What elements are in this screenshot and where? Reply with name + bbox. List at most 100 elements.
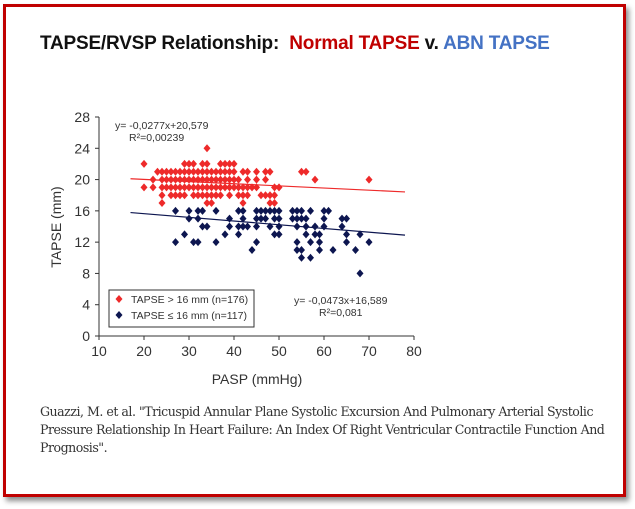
- navy-data-point: [316, 238, 323, 247]
- navy-data-point: [257, 214, 265, 223]
- x-tick-label: 70: [361, 343, 377, 359]
- red-data-point: [235, 191, 242, 200]
- red-data-point: [239, 199, 247, 208]
- x-tick-label: 20: [136, 343, 152, 359]
- red-data-point: [253, 167, 260, 176]
- red-data-point: [235, 183, 242, 192]
- navy-data-point: [194, 238, 202, 247]
- red-data-point: [226, 167, 233, 176]
- slide-title: TAPSE/RVSP Relationship: Normal TAPSE v.…: [40, 33, 550, 55]
- navy-data-point: [185, 206, 193, 215]
- y-tick-label: 8: [82, 265, 90, 281]
- red-data-point: [226, 159, 233, 168]
- red-data-point: [208, 175, 215, 184]
- navy-data-point: [226, 222, 233, 231]
- navy-data-point: [293, 214, 301, 223]
- navy-data-point: [262, 214, 269, 223]
- title-abnormal: ABN TAPSE: [443, 33, 550, 54]
- red-data-point: [244, 175, 251, 184]
- red-data-point: [181, 167, 188, 176]
- red-data-point: [230, 183, 238, 192]
- y-axis-label: TAPSE (mm): [48, 186, 64, 267]
- navy-data-point: [298, 214, 305, 223]
- y-tick-label: 4: [82, 297, 90, 313]
- red-data-point: [262, 175, 269, 184]
- red-data-point: [190, 191, 197, 200]
- red-data-point: [185, 183, 193, 192]
- navy-data-point: [343, 214, 350, 223]
- navy-data-point: [253, 238, 260, 247]
- navy-data-point: [320, 222, 328, 231]
- navy-data-point: [194, 206, 202, 215]
- navy-data-point: [365, 238, 373, 247]
- red-data-point: [203, 159, 211, 168]
- red-data-point: [194, 183, 202, 192]
- axes: 10 20 30 40 50 60 70 80 0 4 8 12 16 20 24 28: [74, 109, 422, 359]
- navy-data-point: [253, 206, 260, 215]
- red-data-point: [158, 167, 166, 176]
- red-data-point: [208, 199, 215, 208]
- red-data-point: [140, 159, 148, 168]
- navy-data-point: [181, 230, 188, 239]
- navy-data-point: [329, 245, 337, 254]
- x-tick-label: 60: [316, 343, 332, 359]
- y-tick-label: 12: [74, 234, 90, 250]
- navy-data-point: [275, 230, 283, 239]
- red-data-point: [199, 183, 206, 192]
- red-data-point: [194, 191, 202, 200]
- navy-data-point: [293, 206, 301, 215]
- x-axis-label: PASP (mmHg): [212, 371, 303, 387]
- scatter-chart: 10 20 30 40 50 60 70 80 0 4 8 12 16 20 24 28 y= -0,0277…: [48, 109, 422, 387]
- navy-data-point: [356, 230, 364, 239]
- red-data-point: [275, 183, 283, 192]
- red-data-point: [190, 167, 197, 176]
- navy-trendline: [130, 211, 406, 236]
- red-data-point: [163, 167, 170, 176]
- red-data-point: [221, 159, 229, 168]
- red-data-point: [230, 167, 238, 176]
- red-data-point: [203, 175, 211, 184]
- navy-data-point: [352, 245, 359, 254]
- red-data-point: [262, 167, 269, 176]
- red-data-point: [194, 167, 202, 176]
- red-data-point: [203, 183, 211, 192]
- red-data-point: [190, 159, 197, 168]
- red-trend-equation: y= -0,0277x+20,579: [115, 120, 209, 132]
- navy-data-point: [298, 245, 305, 254]
- navy-data-point: [293, 245, 301, 254]
- title-prefix: TAPSE/RVSP Relationship:: [40, 33, 280, 54]
- y-tick-label: 0: [82, 328, 90, 344]
- x-tick-label: 40: [226, 343, 242, 359]
- red-data-point: [239, 183, 247, 192]
- navy-data-point: [199, 222, 206, 231]
- navy-trend-equation: y= -0,0473x+16,589: [294, 295, 388, 307]
- legend-marker-navy: [115, 311, 123, 319]
- navy-data-point: [275, 222, 283, 231]
- navy-data-point: [235, 222, 242, 231]
- red-data-point: [221, 167, 229, 176]
- red-data-point: [212, 191, 220, 200]
- navy-data-point: [307, 206, 314, 215]
- navy-data-point: [172, 238, 179, 247]
- legend-label-navy: TAPSE ≤ 16 mm (n=117): [131, 310, 247, 322]
- navy-data-point: [356, 269, 364, 278]
- red-data-point: [365, 175, 373, 184]
- red-data-point: [199, 191, 206, 200]
- red-data-point: [217, 159, 224, 168]
- navy-data-point: [343, 238, 350, 247]
- title-normal: Normal TAPSE: [289, 33, 420, 54]
- red-data-point: [172, 183, 179, 192]
- red-data-point: [244, 167, 251, 176]
- red-data-point: [158, 191, 166, 200]
- red-data-point: [217, 183, 224, 192]
- navy-data-point: [271, 230, 278, 239]
- navy-data-point: [212, 206, 220, 215]
- navy-data-point: [307, 253, 314, 262]
- navy-data-point: [262, 206, 269, 215]
- navy-data-point: [338, 222, 346, 231]
- red-trendline: [130, 178, 406, 193]
- navy-data-point: [266, 206, 274, 215]
- navy-data-point: [253, 214, 260, 223]
- red-data-point: [302, 167, 310, 176]
- red-data-point: [266, 167, 274, 176]
